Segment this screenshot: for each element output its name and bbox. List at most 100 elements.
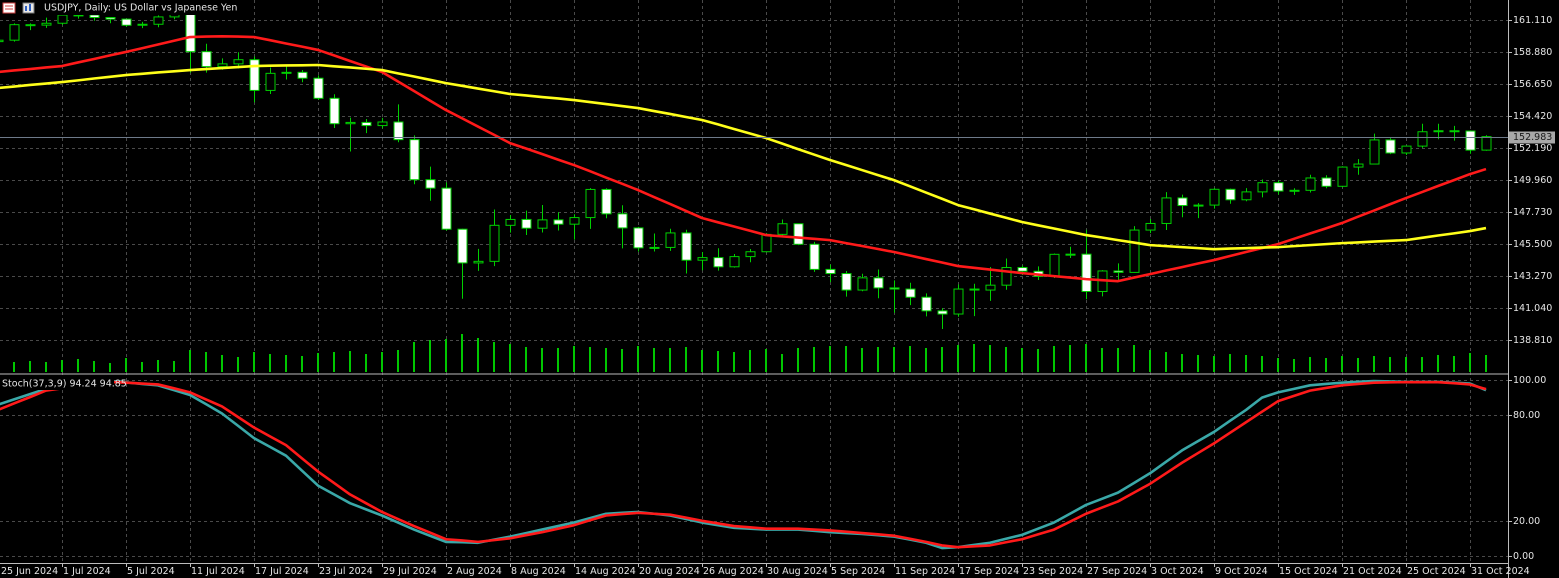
candle-body [649, 246, 660, 249]
volume-bar [301, 356, 303, 372]
candle-body [425, 179, 436, 189]
x-tick-label: 11 Sep 2024 [895, 566, 955, 577]
volume-bar [141, 362, 143, 372]
candle-body [665, 232, 676, 248]
candle-body [1001, 267, 1012, 286]
candle-body [713, 257, 724, 268]
candle-body [9, 24, 20, 41]
candle-body [1161, 197, 1172, 224]
last-price-label: 152.983 [1513, 132, 1552, 143]
x-tick-label: 5 Jul 2024 [127, 566, 175, 577]
volume-bar [541, 348, 543, 372]
volume-bar [1293, 359, 1295, 372]
volume-bar [925, 348, 927, 372]
moving-average-line [0, 63, 1487, 251]
chart-icon [22, 2, 35, 14]
volume-bar [29, 361, 31, 372]
x-tick-label: 26 Aug 2024 [703, 566, 764, 577]
candle-body [1049, 253, 1060, 277]
volume-bar [1453, 356, 1455, 372]
candle-body [153, 16, 164, 25]
candle-body [1081, 253, 1092, 292]
volume-bar [381, 352, 383, 372]
volume-bar [1357, 358, 1359, 372]
y-tick-label: 156.650 [1513, 79, 1552, 90]
volume-bar [733, 352, 735, 372]
volume-bar [893, 347, 895, 372]
volume-bar [397, 350, 399, 372]
stoch-title-background [0, 377, 114, 390]
volume-bar [1245, 355, 1247, 372]
volume-bar [189, 350, 191, 372]
volume-bar [765, 349, 767, 372]
candle-body [1385, 139, 1396, 154]
volume-bar [1389, 357, 1391, 372]
volume-bar [365, 354, 367, 372]
volume-bar [813, 347, 815, 372]
candle-body [233, 59, 244, 65]
candle-body [729, 256, 740, 268]
x-tick-label: 23 Jul 2024 [319, 566, 373, 577]
volume-bar [333, 352, 335, 372]
y-tick-label: 158.880 [1513, 47, 1552, 58]
y-tick-label: 143.270 [1513, 271, 1552, 282]
volume-bar [573, 346, 575, 372]
volume-bar [13, 362, 15, 372]
grid-layer [0, 0, 1508, 563]
candle-body [1465, 130, 1476, 151]
candle-body [505, 218, 516, 226]
candle-body [265, 72, 276, 91]
stoch-signal-value: 94.85 [100, 378, 127, 389]
candle-body [1449, 130, 1460, 133]
candle-body [1353, 163, 1364, 168]
volume-bar [173, 361, 175, 372]
candle-body [1433, 130, 1444, 133]
volume-bar [861, 348, 863, 372]
volume-bar [653, 348, 655, 372]
volume-bar [1437, 355, 1439, 372]
volume-bar [205, 352, 207, 372]
volume-bar [941, 347, 943, 372]
volume-bar [637, 346, 639, 372]
x-tick-label: 21 Oct 2024 [1343, 566, 1402, 577]
y-tick-label: 0.00 [1513, 551, 1534, 562]
candle-body [921, 296, 932, 312]
volume-bar [605, 348, 607, 372]
candle-body [1369, 139, 1380, 165]
axis-layer: 25 Jun 2024 1 Jul 2024 5 Jul 2024 11 Jul 20… [1, 15, 1555, 577]
y-tick-label: 154.420 [1513, 111, 1552, 122]
volume-bar [557, 348, 559, 372]
candle-body [697, 257, 708, 261]
stochastic-line [0, 379, 1487, 550]
candle-body [1129, 229, 1140, 273]
candle-body [1417, 131, 1428, 147]
volume-bar [221, 355, 223, 372]
candle-body [377, 121, 388, 127]
overlay-layer: USDJPY, Daily: US Dollar vs Japanese Yen… [0, 0, 1509, 578]
candle-body [137, 23, 148, 26]
volume-bar [1421, 357, 1423, 372]
candle-body [441, 187, 452, 230]
candle-body [73, 14, 84, 17]
x-tick-label: 15 Oct 2024 [1279, 566, 1338, 577]
candle-body [825, 268, 836, 275]
candle-body [249, 59, 260, 91]
volume-bar [1117, 348, 1119, 372]
volume-bar [1037, 349, 1039, 372]
candle-body [25, 24, 36, 27]
volume-bar [429, 340, 431, 372]
volume-bar [1197, 355, 1199, 372]
candle-body [761, 233, 772, 253]
y-tick-label: 147.730 [1513, 207, 1552, 218]
y-tick-label: 138.810 [1513, 335, 1552, 346]
y-tick-label: 161.110 [1513, 15, 1552, 26]
volume-bar [1181, 354, 1183, 372]
volume-bar [1341, 356, 1343, 372]
volume-bar [477, 338, 479, 372]
candle-body [313, 77, 324, 99]
candle-body [345, 121, 356, 125]
candle-body [185, 11, 196, 53]
